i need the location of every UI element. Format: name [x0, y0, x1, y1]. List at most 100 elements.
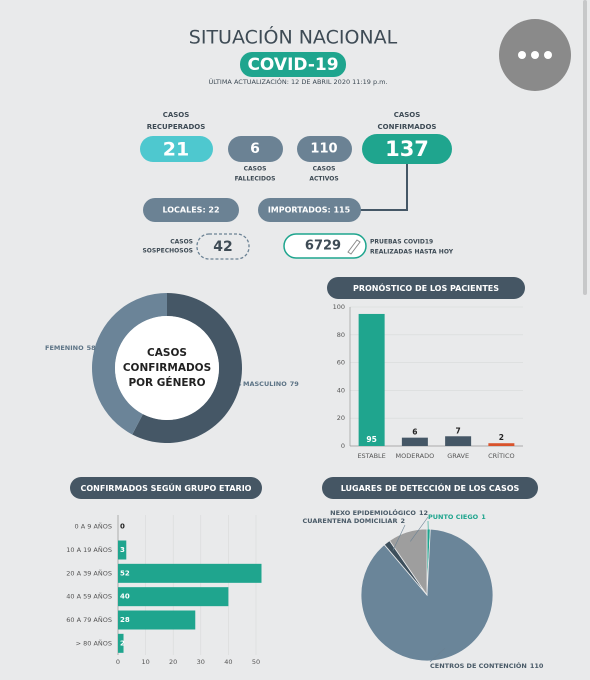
slice-label: MASCULINO 79 — [243, 380, 299, 388]
chart-title: PRONÓSTICO DE LOS PACIENTES — [353, 282, 499, 293]
donut-slice — [92, 293, 167, 435]
value-label: 6 — [412, 428, 417, 437]
stat-label: CASOS — [394, 111, 421, 119]
leader-line — [429, 647, 446, 663]
update-date: ÚLTIMA ACTUALIZACIÓN: 12 DE ABRIL 2020 1… — [208, 77, 387, 86]
menu-dot — [531, 51, 539, 59]
y-tick-label: 60 — [337, 359, 345, 367]
slice-category: CENTROS DE CONTENCIÓN — [430, 661, 527, 670]
leader-line — [239, 383, 242, 387]
slice-value: 110 — [530, 662, 544, 670]
pill — [297, 136, 352, 162]
bar — [118, 587, 229, 607]
slice-category: FEMENINO — [45, 344, 84, 352]
bar — [445, 436, 472, 446]
slice-category: PUNTO CIEGO — [428, 513, 479, 521]
y-tick-label: 0 A 9 AÑOS — [75, 522, 112, 531]
pie-slice — [389, 528, 428, 597]
value-label: 28 — [120, 616, 130, 624]
connector — [360, 161, 408, 211]
value-label: 2 — [120, 639, 125, 647]
stat-label: CASOS — [163, 111, 190, 119]
pencil-icon — [347, 239, 361, 255]
x-tick-label: CRÍTICO — [488, 451, 515, 460]
bar — [118, 633, 124, 653]
x-tick-label: 0 — [116, 658, 120, 666]
slice-value: 79 — [290, 380, 300, 388]
slice-value: 12 — [419, 509, 428, 517]
stat-label: ACTIVOS — [309, 176, 338, 183]
value-label: 7 — [456, 426, 461, 435]
bar — [118, 610, 196, 630]
slice-label: CUARENTENA DOMICILIAR 2 — [303, 517, 406, 525]
bar — [401, 437, 428, 446]
bar — [118, 563, 262, 583]
bar — [488, 443, 515, 446]
menu-button[interactable] — [499, 19, 571, 91]
x-tick-label: ESTABLE — [357, 452, 385, 460]
donut-title: CASOS — [147, 347, 187, 359]
stat-value: 110 — [310, 142, 337, 157]
x-tick-label: MODERADO — [396, 452, 435, 460]
slice-label: FEMENINO 58 — [45, 344, 96, 352]
leader-line — [93, 347, 96, 351]
stat-value: 6 — [250, 141, 260, 157]
slice-category: MASCULINO — [243, 380, 287, 388]
donut-title: CONFIRMADOS — [123, 362, 211, 374]
chart-title-pill — [322, 477, 538, 499]
badge-text: COVID-19 — [247, 55, 338, 75]
menu-dot — [544, 51, 552, 59]
badge — [240, 52, 346, 77]
pill — [283, 233, 367, 259]
stat-value: 21 — [163, 139, 189, 161]
x-tick-label: 40 — [224, 658, 232, 666]
value-label: 95 — [366, 435, 376, 444]
slice-label: CENTROS DE CONTENCIÓN 110 — [430, 661, 544, 670]
y-tick-label: > 80 AÑOS — [76, 638, 112, 647]
x-tick-label: GRAVE — [447, 452, 469, 460]
stat-label: FALLECIDOS — [235, 176, 276, 183]
donut-slice — [132, 293, 242, 443]
y-tick-label: 80 — [337, 331, 345, 339]
x-tick-label: 30 — [197, 658, 205, 666]
pill — [228, 136, 283, 162]
stat-label: RECUPERADOS — [147, 123, 206, 131]
stat-value: 6729 — [305, 239, 341, 254]
stat-value: 42 — [213, 239, 232, 255]
donut-center — [115, 316, 219, 420]
y-tick-label: 0 — [341, 442, 345, 450]
bar — [358, 313, 385, 446]
leader-line — [392, 524, 406, 551]
pill — [143, 198, 239, 222]
slice-category: CUARENTENA DOMICILIAR — [303, 517, 398, 525]
donut-title: POR GÉNERO — [128, 376, 205, 389]
x-tick-label: 20 — [169, 658, 177, 666]
page-title: SITUACIÓN NACIONAL — [189, 25, 398, 49]
slice-value: 2 — [400, 517, 405, 525]
local-cases: LOCALES: 22 — [162, 206, 219, 215]
scrollbar — [583, 0, 587, 295]
x-tick-label: 10 — [141, 658, 149, 666]
stat-label: CONFIRMADOS — [378, 123, 437, 131]
slice-value: 58 — [87, 344, 97, 352]
pill — [362, 134, 452, 164]
chart-title-pill — [327, 277, 525, 299]
value-label: 40 — [120, 593, 130, 601]
stat-label: SOSPECHOSOS — [142, 248, 193, 255]
stat-label: CASOS — [313, 166, 336, 173]
leader-line — [410, 516, 429, 542]
y-tick-label: 40 A 59 AÑOS — [66, 592, 112, 601]
stat-label: PRUEBAS COVID19 — [370, 239, 433, 246]
bar — [118, 540, 127, 560]
value-label: 3 — [120, 546, 125, 554]
slice-label: PUNTO CIEGO 1 — [428, 513, 486, 521]
stat-label: REALIZADAS HASTA HOY — [370, 249, 454, 256]
stat-value: 137 — [385, 137, 429, 161]
x-tick-label: 50 — [252, 658, 260, 666]
stat-label: CASOS — [244, 166, 267, 173]
menu-dot — [518, 51, 526, 59]
value-label: 52 — [120, 569, 130, 577]
pill — [258, 198, 361, 222]
